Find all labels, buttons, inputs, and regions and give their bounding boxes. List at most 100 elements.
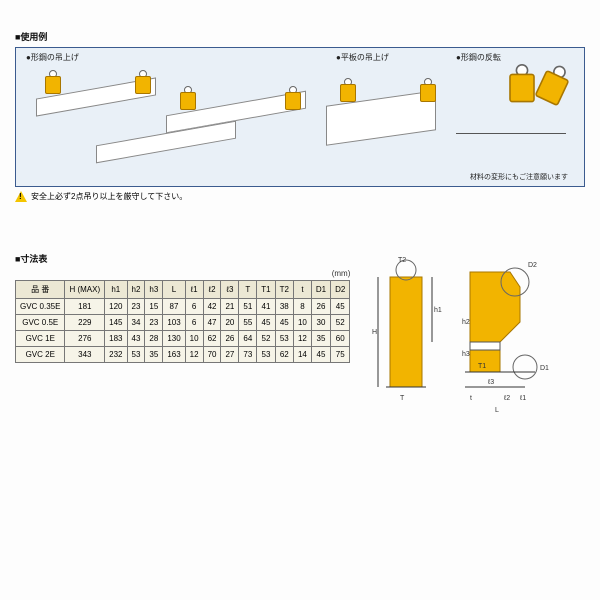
dims-col-header: D2 [331,281,350,299]
usage-panel: ●形鋼の吊上げ ●平板の吊上げ ●形鋼の反転 材料の変形にもご注意願います [15,47,585,187]
table-cell: GVC 1E [16,331,65,347]
usage-sublabel-b: ●平板の吊上げ [336,52,389,63]
table-cell: 145 [105,315,127,331]
warning-text: 安全上必ず2点吊り以上を厳守して下さい。 [31,191,187,202]
table-cell: 10 [293,315,311,331]
table-cell: 75 [331,347,350,363]
dimensions-table: 品 番H (MAX)h1h2h3Lℓ1ℓ2ℓ3TT1T2tD1D2 GVC 0.… [15,280,350,363]
table-cell: 42 [203,299,221,315]
table-row: GVC 1E2761834328130106226645253123560 [16,331,350,347]
table-cell: 64 [239,331,257,347]
table-cell: 21 [221,299,239,315]
table-cell: GVC 2E [16,347,65,363]
dims-col-header: ℓ3 [221,281,239,299]
dims-col-header: 品 番 [16,281,65,299]
table-cell: 45 [331,299,350,315]
table-cell: 12 [293,331,311,347]
table-cell: 45 [275,315,293,331]
table-cell: 73 [239,347,257,363]
svg-text:D2: D2 [528,262,537,269]
table-cell: 45 [311,347,330,363]
table-cell: 60 [331,331,350,347]
dims-col-header: ℓ1 [185,281,203,299]
clamp-icon [416,78,440,108]
table-row: GVC 2E3432325335163127027735362144575 [16,347,350,363]
table-cell: 30 [311,315,330,331]
warning-icon [15,191,27,202]
table-cell: 51 [239,299,257,315]
table-cell: GVC 0.35E [16,299,65,315]
table-cell: 35 [145,347,163,363]
table-cell: 87 [163,299,185,315]
svg-text:t: t [470,395,472,402]
dims-col-header: L [163,281,185,299]
table-cell: 6 [185,299,203,315]
table-cell: 163 [163,347,185,363]
table-cell: 53 [275,331,293,347]
table-cell: 232 [105,347,127,363]
table-cell: 20 [221,315,239,331]
table-cell: 62 [275,347,293,363]
table-cell: 130 [163,331,185,347]
table-cell: 70 [203,347,221,363]
svg-text:L: L [495,407,499,414]
dims-col-header: T1 [257,281,275,299]
dims-unit-label: (mm) [15,269,350,278]
svg-text:ℓ1: ℓ1 [519,395,526,402]
svg-text:h3: h3 [462,351,470,358]
svg-text:h1: h1 [434,307,442,314]
table-cell: 52 [331,315,350,331]
table-cell: 120 [105,299,127,315]
dims-col-header: ℓ2 [203,281,221,299]
svg-text:ℓ2: ℓ2 [503,395,510,402]
usage-sublabel-a: ●形鋼の吊上げ [26,52,79,63]
table-cell: 23 [127,299,145,315]
table-cell: 47 [203,315,221,331]
table-cell: 43 [127,331,145,347]
table-cell: 12 [185,347,203,363]
clamp-icon [336,78,360,108]
usage-sublabel-c: ●形鋼の反転 [456,52,501,63]
clamp-icon [281,86,305,116]
dimension-drawing: T2 D2 H h1 h2 h3 T1 ℓ3 ℓ2 t T ℓ1 L D1 [370,252,585,432]
clamp-icon [176,86,200,116]
clamp-icon [41,70,65,100]
table-cell: 343 [65,347,105,363]
table-cell: 8 [293,299,311,315]
dims-col-header: T [239,281,257,299]
table-cell: 15 [145,299,163,315]
svg-text:D1: D1 [540,365,549,372]
table-cell: 53 [127,347,145,363]
table-cell: 28 [145,331,163,347]
table-cell: 55 [239,315,257,331]
table-cell: 45 [257,315,275,331]
table-cell: 183 [105,331,127,347]
table-cell: 53 [257,347,275,363]
dims-col-header: t [293,281,311,299]
table-cell: 38 [275,299,293,315]
table-cell: 6 [185,315,203,331]
table-cell: 10 [185,331,203,347]
dims-col-header: h3 [145,281,163,299]
dims-col-header: h2 [127,281,145,299]
svg-text:ℓ3: ℓ3 [487,379,494,386]
table-cell: 41 [257,299,275,315]
table-cell: 103 [163,315,185,331]
table-cell: GVC 0.5E [16,315,65,331]
table-row: GVC 0.35E1811202315876422151413882645 [16,299,350,315]
table-cell: 181 [65,299,105,315]
svg-text:T1: T1 [478,363,486,370]
dims-col-header: H (MAX) [65,281,105,299]
table-cell: 26 [311,299,330,315]
table-cell: 14 [293,347,311,363]
svg-text:T: T [400,395,405,402]
dims-col-header: D1 [311,281,330,299]
clamp-icon [131,70,155,100]
table-row: GVC 0.5E229145342310364720554545103052 [16,315,350,331]
dims-col-header: h1 [105,281,127,299]
usage-section-label: ■使用例 [15,30,585,43]
svg-text:h2: h2 [462,319,470,326]
table-cell: 27 [221,347,239,363]
table-cell: 26 [221,331,239,347]
dims-section-label: ■寸法表 [15,252,350,265]
